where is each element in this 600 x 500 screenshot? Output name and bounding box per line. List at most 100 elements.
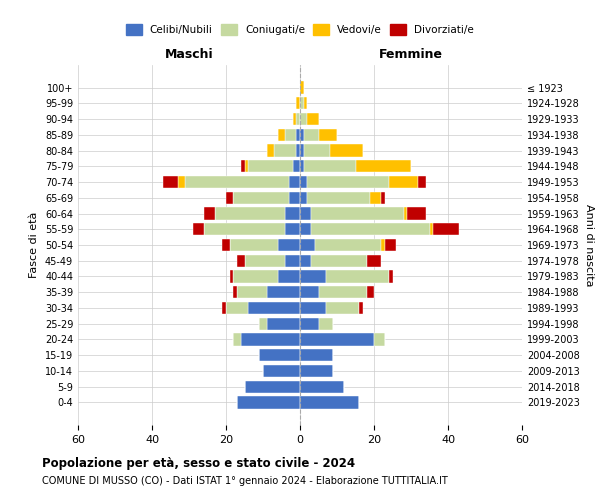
Bar bbox=[285, 208, 300, 220]
Bar bbox=[230, 270, 233, 282]
Bar bbox=[248, 302, 300, 314]
Bar bbox=[367, 254, 382, 267]
Bar bbox=[300, 365, 334, 377]
Bar bbox=[278, 239, 300, 251]
Bar bbox=[289, 176, 300, 188]
Bar bbox=[304, 160, 355, 172]
Bar bbox=[293, 113, 296, 125]
Bar bbox=[326, 302, 359, 314]
Bar bbox=[293, 160, 300, 172]
Bar bbox=[382, 239, 385, 251]
Bar bbox=[204, 208, 215, 220]
Bar bbox=[304, 144, 329, 156]
Bar bbox=[226, 302, 248, 314]
Bar bbox=[278, 270, 300, 282]
Bar bbox=[296, 128, 300, 141]
Bar bbox=[263, 365, 300, 377]
Bar bbox=[359, 302, 363, 314]
Bar bbox=[300, 208, 311, 220]
Bar bbox=[285, 223, 300, 235]
Bar bbox=[307, 113, 319, 125]
Bar bbox=[300, 128, 304, 141]
Text: Maschi: Maschi bbox=[164, 48, 214, 60]
Bar bbox=[374, 334, 385, 345]
Bar bbox=[311, 254, 367, 267]
Bar bbox=[300, 113, 307, 125]
Bar bbox=[300, 176, 307, 188]
Bar bbox=[233, 192, 289, 204]
Bar bbox=[319, 286, 367, 298]
Bar bbox=[382, 192, 385, 204]
Bar bbox=[300, 144, 304, 156]
Bar bbox=[300, 396, 359, 408]
Bar bbox=[178, 176, 185, 188]
Bar bbox=[407, 208, 426, 220]
Bar bbox=[300, 334, 374, 345]
Bar bbox=[245, 160, 248, 172]
Bar bbox=[326, 270, 389, 282]
Bar bbox=[248, 160, 293, 172]
Bar bbox=[274, 144, 296, 156]
Bar bbox=[266, 286, 300, 298]
Bar bbox=[237, 286, 266, 298]
Bar bbox=[296, 144, 300, 156]
Bar bbox=[267, 144, 274, 156]
Bar bbox=[223, 302, 226, 314]
Bar bbox=[355, 160, 411, 172]
Bar bbox=[289, 192, 300, 204]
Bar bbox=[237, 396, 300, 408]
Bar bbox=[163, 176, 178, 188]
Bar bbox=[237, 254, 245, 267]
Text: Popolazione per età, sesso e stato civile - 2024: Popolazione per età, sesso e stato civil… bbox=[42, 458, 355, 470]
Y-axis label: Fasce di età: Fasce di età bbox=[29, 212, 39, 278]
Bar bbox=[304, 128, 319, 141]
Bar bbox=[329, 144, 363, 156]
Bar bbox=[300, 380, 344, 393]
Bar bbox=[300, 160, 304, 172]
Bar bbox=[226, 192, 233, 204]
Y-axis label: Anni di nascita: Anni di nascita bbox=[584, 204, 593, 286]
Bar bbox=[222, 239, 230, 251]
Bar bbox=[266, 318, 300, 330]
Text: Femmine: Femmine bbox=[379, 48, 443, 60]
Bar bbox=[300, 270, 326, 282]
Bar bbox=[241, 160, 245, 172]
Bar bbox=[300, 286, 319, 298]
Bar bbox=[259, 318, 266, 330]
Bar bbox=[300, 349, 334, 362]
Bar bbox=[389, 176, 418, 188]
Bar bbox=[370, 192, 382, 204]
Bar bbox=[241, 334, 300, 345]
Bar bbox=[233, 334, 241, 345]
Bar bbox=[404, 208, 407, 220]
Bar bbox=[300, 97, 304, 110]
Bar bbox=[215, 208, 285, 220]
Bar bbox=[233, 270, 278, 282]
Bar bbox=[311, 208, 404, 220]
Bar bbox=[300, 318, 319, 330]
Bar bbox=[389, 270, 392, 282]
Bar bbox=[300, 223, 311, 235]
Bar bbox=[245, 254, 285, 267]
Legend: Celibi/Nubili, Coniugati/e, Vedovi/e, Divorziati/e: Celibi/Nubili, Coniugati/e, Vedovi/e, Di… bbox=[122, 20, 478, 39]
Bar bbox=[307, 176, 389, 188]
Bar bbox=[296, 113, 300, 125]
Bar bbox=[193, 223, 204, 235]
Bar bbox=[315, 239, 382, 251]
Bar bbox=[233, 286, 237, 298]
Bar bbox=[285, 128, 296, 141]
Bar bbox=[300, 82, 304, 94]
Text: COMUNE DI MUSSO (CO) - Dati ISTAT 1° gennaio 2024 - Elaborazione TUTTITALIA.IT: COMUNE DI MUSSO (CO) - Dati ISTAT 1° gen… bbox=[42, 476, 448, 486]
Bar bbox=[300, 239, 315, 251]
Bar bbox=[300, 302, 326, 314]
Bar bbox=[259, 349, 300, 362]
Bar bbox=[304, 97, 307, 110]
Bar bbox=[296, 97, 300, 110]
Bar bbox=[385, 239, 396, 251]
Bar bbox=[278, 128, 285, 141]
Bar bbox=[204, 223, 285, 235]
Bar bbox=[245, 380, 300, 393]
Bar bbox=[311, 223, 430, 235]
Bar bbox=[430, 223, 433, 235]
Bar bbox=[418, 176, 426, 188]
